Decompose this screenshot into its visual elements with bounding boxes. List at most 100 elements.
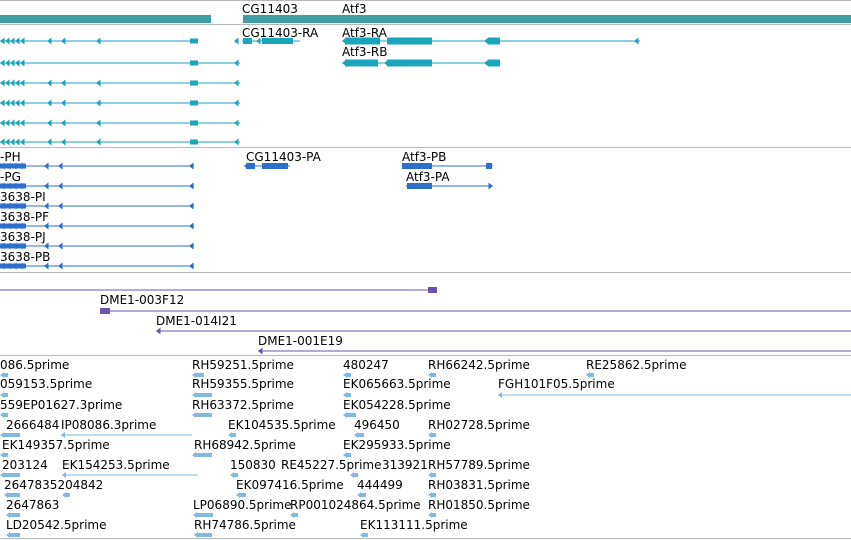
est-block[interactable] [364, 533, 368, 537]
est-label[interactable]: 444499 [357, 478, 403, 492]
strand-arrow[interactable] [189, 262, 194, 270]
protein-label-pg[interactable]: -PG [0, 170, 21, 184]
est-label[interactable]: 480247 [343, 358, 389, 372]
transcript-exon[interactable] [243, 38, 252, 44]
est-arrow[interactable] [61, 432, 65, 438]
est-block[interactable] [432, 493, 436, 497]
strand-arrow[interactable] [0, 119, 5, 127]
transcript-exon[interactable] [345, 59, 378, 67]
est-label[interactable]: RH59355.5prime [192, 377, 294, 391]
clone-label-dme1-001e19[interactable]: DME1-001E19 [258, 334, 343, 348]
strand-arrow[interactable] [0, 59, 5, 67]
strand-arrow[interactable] [96, 138, 101, 146]
strand-arrow[interactable] [5, 99, 10, 107]
est-label[interactable]: 559EP01627.3prime [0, 398, 123, 412]
strand-arrow[interactable] [6, 262, 11, 270]
strand-arrow[interactable] [0, 79, 5, 87]
est-label[interactable]: EK154253.5prime [62, 458, 170, 472]
est-block[interactable] [197, 513, 213, 517]
strand-arrow[interactable] [58, 162, 63, 170]
est-arrow[interactable] [0, 392, 4, 398]
est-block[interactable] [432, 373, 436, 377]
strand-arrow[interactable] [10, 59, 15, 67]
transcript-label-cg11403-ra[interactable]: CG11403-RA [242, 26, 319, 40]
est-arrow[interactable] [360, 532, 364, 538]
est-arrow[interactable] [194, 532, 198, 538]
transcript-exon[interactable] [345, 37, 380, 45]
est-block[interactable] [196, 413, 212, 417]
strand-arrow[interactable] [234, 99, 239, 107]
est-label[interactable]: EK065663.5prime [343, 377, 451, 391]
est-label[interactable]: FGH101F05.5prime [498, 377, 615, 391]
strand-arrow[interactable] [5, 79, 10, 87]
strand-arrow[interactable] [6, 242, 11, 250]
strand-arrow[interactable] [256, 37, 261, 45]
protein-label-pi[interactable]: 3638-PI [0, 190, 46, 204]
est-label[interactable]: EK113111.5prime [360, 518, 468, 532]
strand-arrow[interactable] [96, 99, 101, 107]
est-label[interactable]: 203124 [2, 458, 48, 472]
est-arrow[interactable] [290, 512, 294, 518]
strand-arrow[interactable] [12, 242, 17, 250]
est-label[interactable]: LP06890.5prime [193, 498, 292, 512]
strand-arrow[interactable] [18, 222, 23, 230]
strand-arrow[interactable] [189, 162, 194, 170]
gene-glyph-atf3[interactable] [243, 15, 851, 23]
strand-arrow[interactable] [10, 79, 15, 87]
protein-exon[interactable] [246, 163, 255, 169]
est-arrow[interactable] [354, 432, 358, 438]
strand-arrow[interactable] [58, 242, 63, 250]
est-block[interactable] [347, 373, 351, 377]
est-block[interactable] [196, 453, 212, 457]
est-label[interactable]: 086.5prime [0, 358, 70, 372]
est-block[interactable] [347, 413, 356, 417]
est-label[interactable]: 2647863 [6, 498, 60, 512]
est-arrow[interactable] [586, 372, 590, 378]
strand-arrow[interactable] [12, 182, 17, 190]
strand-arrow[interactable] [244, 162, 249, 170]
strand-arrow[interactable] [484, 59, 489, 67]
strand-arrow[interactable] [6, 202, 11, 210]
strand-arrow[interactable] [10, 99, 15, 107]
est-arrow[interactable] [428, 472, 432, 478]
transcript-exon[interactable] [387, 37, 432, 45]
strand-arrow[interactable] [15, 138, 20, 146]
est-label[interactable]: 2666484 [6, 418, 60, 432]
strand-arrow[interactable] [12, 202, 17, 210]
est-block[interactable] [432, 513, 436, 517]
strand-arrow[interactable] [47, 119, 52, 127]
protein-label-atf3-pb[interactable]: Atf3-PB [402, 150, 447, 164]
est-block[interactable] [196, 373, 204, 377]
strand-arrow[interactable] [189, 242, 194, 250]
transcript-exon[interactable] [190, 38, 198, 44]
est-label[interactable]: 496450 [354, 418, 400, 432]
est-arrow[interactable] [0, 432, 4, 438]
est-block[interactable] [4, 433, 20, 437]
strand-arrow[interactable] [44, 242, 49, 250]
est-block[interactable] [10, 533, 20, 537]
est-label[interactable]: RP001024864.5prime [290, 498, 421, 512]
strand-arrow[interactable] [10, 119, 15, 127]
est-block[interactable] [232, 433, 236, 437]
est-block[interactable] [234, 473, 238, 477]
strand-arrow[interactable] [44, 162, 49, 170]
est-arrow[interactable] [62, 492, 66, 498]
est-block[interactable] [590, 373, 594, 377]
protein-label-pj[interactable]: 3638-PJ [0, 230, 46, 244]
gene-label-atf3[interactable]: Atf3 [342, 2, 367, 16]
protein-label-atf3-pa[interactable]: Atf3-PA [406, 170, 450, 184]
strand-arrow[interactable] [0, 37, 5, 45]
strand-arrow[interactable] [15, 119, 20, 127]
est-arrow[interactable] [192, 392, 196, 398]
est-label[interactable]: RH02728.5prime [428, 418, 530, 432]
est-label[interactable]: RE45227.5prime [281, 458, 382, 472]
strand-arrow[interactable] [12, 162, 17, 170]
strand-arrow[interactable] [18, 262, 23, 270]
est-block[interactable] [10, 513, 20, 517]
strand-arrow[interactable] [15, 79, 20, 87]
strand-arrow[interactable] [0, 242, 5, 250]
strand-arrow[interactable] [0, 202, 5, 210]
strand-arrow[interactable] [488, 162, 494, 170]
est-label[interactable]: LD20542.5prime [6, 518, 107, 532]
protein-label-cg11403-pa[interactable]: CG11403-PA [246, 150, 321, 164]
